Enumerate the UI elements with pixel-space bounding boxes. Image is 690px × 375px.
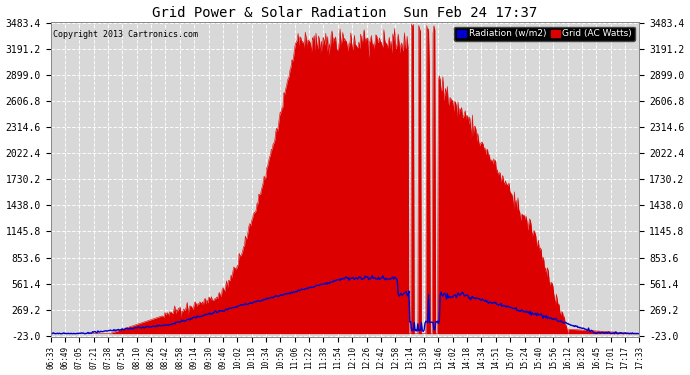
Text: Copyright 2013 Cartronics.com: Copyright 2013 Cartronics.com (53, 30, 199, 39)
Title: Grid Power & Solar Radiation  Sun Feb 24 17:37: Grid Power & Solar Radiation Sun Feb 24 … (152, 6, 538, 20)
Legend: Radiation (w/m2), Grid (AC Watts): Radiation (w/m2), Grid (AC Watts) (454, 27, 635, 41)
